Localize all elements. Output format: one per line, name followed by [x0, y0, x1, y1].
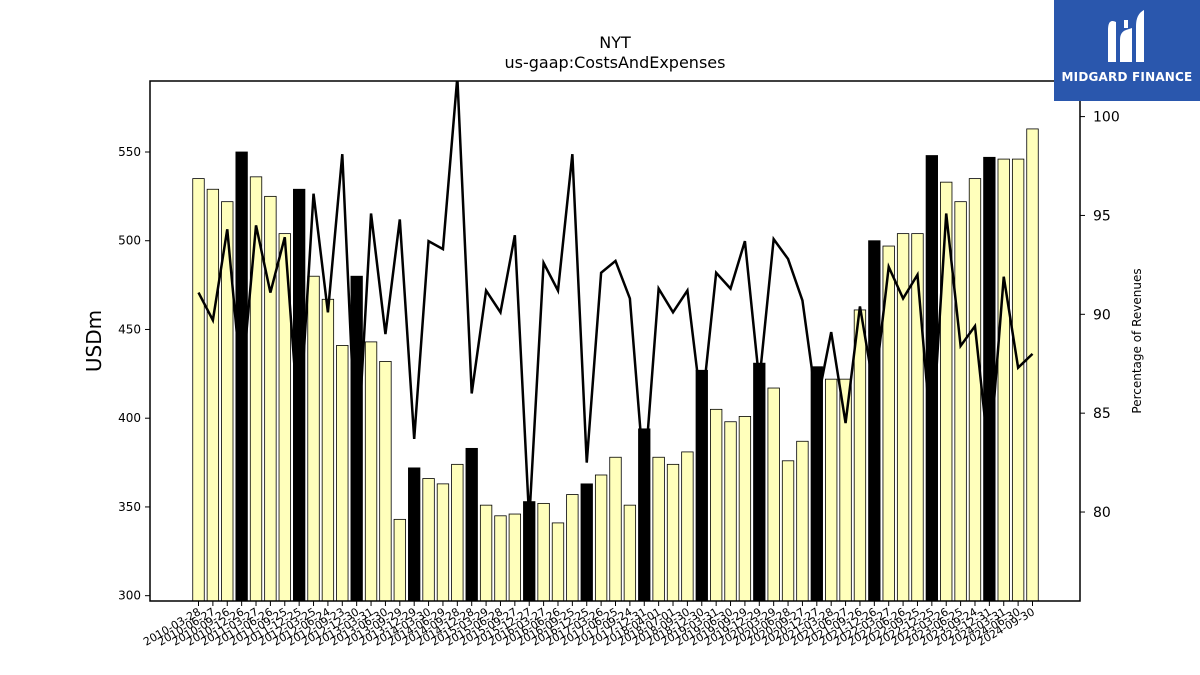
midgard-finance-logo: MIDGARD FINANCE: [1054, 0, 1200, 101]
bar-2012-12-30: [350, 275, 363, 602]
bar-2017-03-26: [594, 474, 608, 602]
bar-2013-09-29: [393, 518, 406, 602]
bar-2020-06-28: [781, 460, 795, 602]
y2-axis-title: Percentage of Revenues: [1130, 268, 1144, 413]
bar-2019-06-30: [724, 421, 737, 602]
bar-2023-09-24: [968, 178, 982, 602]
bar-2016-12-25: [580, 483, 593, 602]
bar-2016-03-27: [537, 502, 550, 602]
bar-2011-12-25: [293, 188, 306, 602]
y2-tick-label-95: 95: [1093, 208, 1111, 224]
bar-2017-09-24: [623, 504, 637, 602]
bar-2013-03-31: [364, 341, 378, 602]
bar-2018-07-01: [666, 463, 680, 602]
bar-2014-12-28: [465, 447, 478, 602]
bar-2010-06-27: [206, 188, 220, 602]
percentage-line: [197, 81, 1034, 521]
bar-2016-06-26: [551, 522, 565, 602]
bar-2016-09-25: [566, 494, 579, 602]
bar-2015-03-29: [479, 504, 493, 602]
bar-2021-12-26: [868, 240, 881, 602]
y-tick-label-350: 350: [118, 500, 141, 514]
bar-2017-12-31: [638, 428, 651, 602]
bar-2012-03-25: [307, 275, 320, 602]
percentage-line-series: [197, 81, 1034, 521]
bar-2021-06-27: [839, 378, 852, 602]
bar-2015-06-28: [494, 515, 507, 602]
bar-2024-03-31: [997, 158, 1010, 602]
bar-2012-06-24: [321, 298, 335, 602]
bar-2021-03-28: [825, 378, 838, 602]
y-tick-label-300: 300: [118, 589, 141, 603]
bar-2017-06-25: [609, 456, 622, 602]
bar-2023-12-31: [983, 156, 996, 602]
bar-2020-09-27: [796, 440, 809, 602]
bar-2010-03-28: [192, 178, 205, 602]
bar-2024-06-30: [1011, 158, 1025, 602]
bar-2024-09-30: [1026, 128, 1039, 602]
chart-title: NYT: [599, 33, 631, 52]
bar-2019-09-29: [738, 416, 752, 602]
y-axis-title: USDm: [82, 310, 106, 372]
chart-subtitle: us-gaap:CostsAndExpenses: [505, 53, 726, 72]
bar-2018-04-01: [652, 456, 665, 602]
bar-2011-06-26: [264, 195, 277, 602]
y-tick-label-550: 550: [118, 145, 141, 159]
y2-tick-label-100: 100: [1093, 110, 1120, 126]
bar-2015-09-27: [508, 513, 521, 602]
bar-2019-12-29: [753, 362, 766, 602]
bar-2023-06-25: [954, 201, 967, 602]
axes: 300350400450500550808590951002010-03-282…: [118, 80, 1120, 649]
y-tick-label-500: 500: [118, 234, 141, 248]
y-tick-label-450: 450: [118, 322, 141, 336]
midgard-logo-icon: [1108, 10, 1144, 62]
bar-2014-06-29: [436, 483, 450, 602]
bar-2013-06-30: [379, 361, 392, 602]
bar-2012-09-23: [336, 345, 349, 602]
y2-tick-label-80: 80: [1093, 505, 1111, 521]
bar-2021-09-26: [853, 309, 867, 602]
bar-2013-12-29: [408, 467, 421, 602]
y2-tick-label-90: 90: [1093, 307, 1111, 323]
bar-2019-03-31: [710, 408, 723, 602]
y2-tick-label-85: 85: [1093, 406, 1111, 422]
bar-2018-09-30: [681, 451, 694, 602]
bar-2014-09-28: [451, 463, 464, 602]
bar-series: [192, 128, 1039, 602]
bar-2014-03-30: [422, 478, 435, 602]
bar-2020-03-29: [767, 387, 780, 602]
logo-text: MIDGARD FINANCE: [1061, 70, 1193, 84]
y-tick-label-400: 400: [118, 411, 141, 425]
